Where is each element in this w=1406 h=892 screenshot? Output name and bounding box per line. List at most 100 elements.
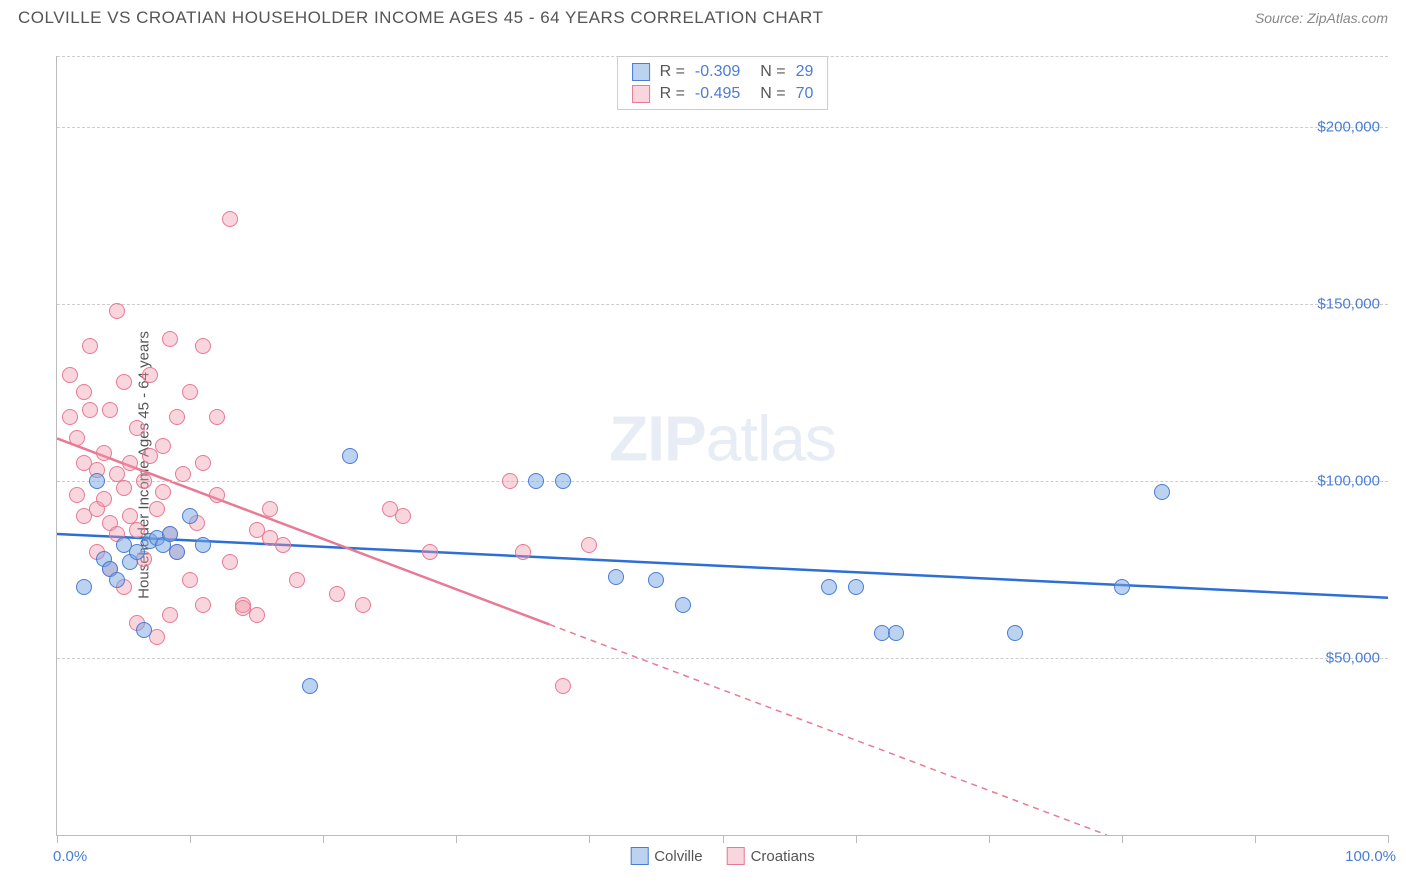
data-point	[275, 537, 291, 553]
data-point	[1007, 625, 1023, 641]
legend-label: Croatians	[751, 848, 815, 865]
n-value: 70	[796, 85, 814, 103]
data-point	[162, 526, 178, 542]
data-point	[222, 211, 238, 227]
data-point	[528, 473, 544, 489]
data-point	[848, 579, 864, 595]
swatch-icon	[727, 847, 745, 865]
trendlines-layer	[57, 56, 1388, 835]
source-label: Source: ZipAtlas.com	[1255, 10, 1388, 26]
x-tick	[989, 835, 990, 843]
data-point	[821, 579, 837, 595]
data-point	[129, 544, 145, 560]
data-point	[162, 331, 178, 347]
data-point	[136, 473, 152, 489]
data-point	[175, 466, 191, 482]
data-point	[96, 445, 112, 461]
watermark: ZIPatlas	[609, 401, 836, 475]
r-value: -0.495	[695, 85, 740, 103]
x-tick	[589, 835, 590, 843]
data-point	[116, 480, 132, 496]
data-point	[82, 338, 98, 354]
data-point	[96, 491, 112, 507]
x-tick	[190, 835, 191, 843]
data-point	[209, 409, 225, 425]
data-point	[155, 438, 171, 454]
data-point	[155, 484, 171, 500]
stats-legend-box: R = -0.309N = 29R = -0.495N = 70	[617, 56, 829, 110]
data-point	[182, 508, 198, 524]
swatch-icon	[630, 847, 648, 865]
data-point	[62, 367, 78, 383]
data-point	[109, 572, 125, 588]
x-axis-min-label: 0.0%	[53, 848, 87, 865]
data-point	[169, 544, 185, 560]
data-point	[136, 622, 152, 638]
data-point	[422, 544, 438, 560]
gridline	[57, 127, 1388, 128]
y-tick-label: $150,000	[1317, 295, 1380, 312]
data-point	[69, 430, 85, 446]
y-tick-label: $200,000	[1317, 118, 1380, 135]
data-point	[608, 569, 624, 585]
swatch-icon	[632, 63, 650, 81]
plot-area: ZIPatlas R = -0.309N = 29R = -0.495N = 7…	[56, 56, 1388, 836]
data-point	[289, 572, 305, 588]
swatch-icon	[632, 85, 650, 103]
series-legend: Colville Croatians	[630, 847, 815, 865]
x-tick	[1388, 835, 1389, 843]
legend-item: Croatians	[727, 847, 815, 865]
data-point	[395, 508, 411, 524]
data-point	[122, 455, 138, 471]
x-tick	[1122, 835, 1123, 843]
data-point	[102, 402, 118, 418]
data-point	[515, 544, 531, 560]
data-point	[209, 487, 225, 503]
data-point	[1154, 484, 1170, 500]
chart-title: COLVILLE VS CROATIAN HOUSEHOLDER INCOME …	[18, 8, 823, 28]
data-point	[195, 597, 211, 613]
data-point	[182, 572, 198, 588]
y-tick-label: $100,000	[1317, 472, 1380, 489]
data-point	[329, 586, 345, 602]
gridline	[57, 304, 1388, 305]
legend-item: Colville	[630, 847, 702, 865]
data-point	[195, 537, 211, 553]
stats-row: R = -0.495N = 70	[632, 83, 814, 105]
data-point	[555, 473, 571, 489]
data-point	[69, 487, 85, 503]
data-point	[169, 409, 185, 425]
data-point	[222, 554, 238, 570]
data-point	[502, 473, 518, 489]
data-point	[116, 374, 132, 390]
x-axis-max-label: 100.0%	[1345, 848, 1396, 865]
chart-area: Householder Income Ages 45 - 64 years ZI…	[0, 38, 1406, 892]
data-point	[149, 501, 165, 517]
data-point	[129, 420, 145, 436]
data-point	[182, 384, 198, 400]
data-point	[76, 579, 92, 595]
data-point	[76, 384, 92, 400]
data-point	[1114, 579, 1130, 595]
data-point	[355, 597, 371, 613]
data-point	[142, 367, 158, 383]
y-tick-label: $50,000	[1326, 649, 1380, 666]
r-value: -0.309	[695, 63, 740, 81]
data-point	[555, 678, 571, 694]
x-tick	[57, 835, 58, 843]
data-point	[342, 448, 358, 464]
data-point	[581, 537, 597, 553]
gridline	[57, 481, 1388, 482]
stats-row: R = -0.309N = 29	[632, 61, 814, 83]
x-tick	[856, 835, 857, 843]
gridline	[57, 658, 1388, 659]
data-point	[162, 607, 178, 623]
x-tick	[1255, 835, 1256, 843]
gridline	[57, 56, 1388, 57]
legend-label: Colville	[654, 848, 702, 865]
data-point	[62, 409, 78, 425]
data-point	[89, 473, 105, 489]
x-tick	[323, 835, 324, 843]
data-point	[675, 597, 691, 613]
data-point	[888, 625, 904, 641]
